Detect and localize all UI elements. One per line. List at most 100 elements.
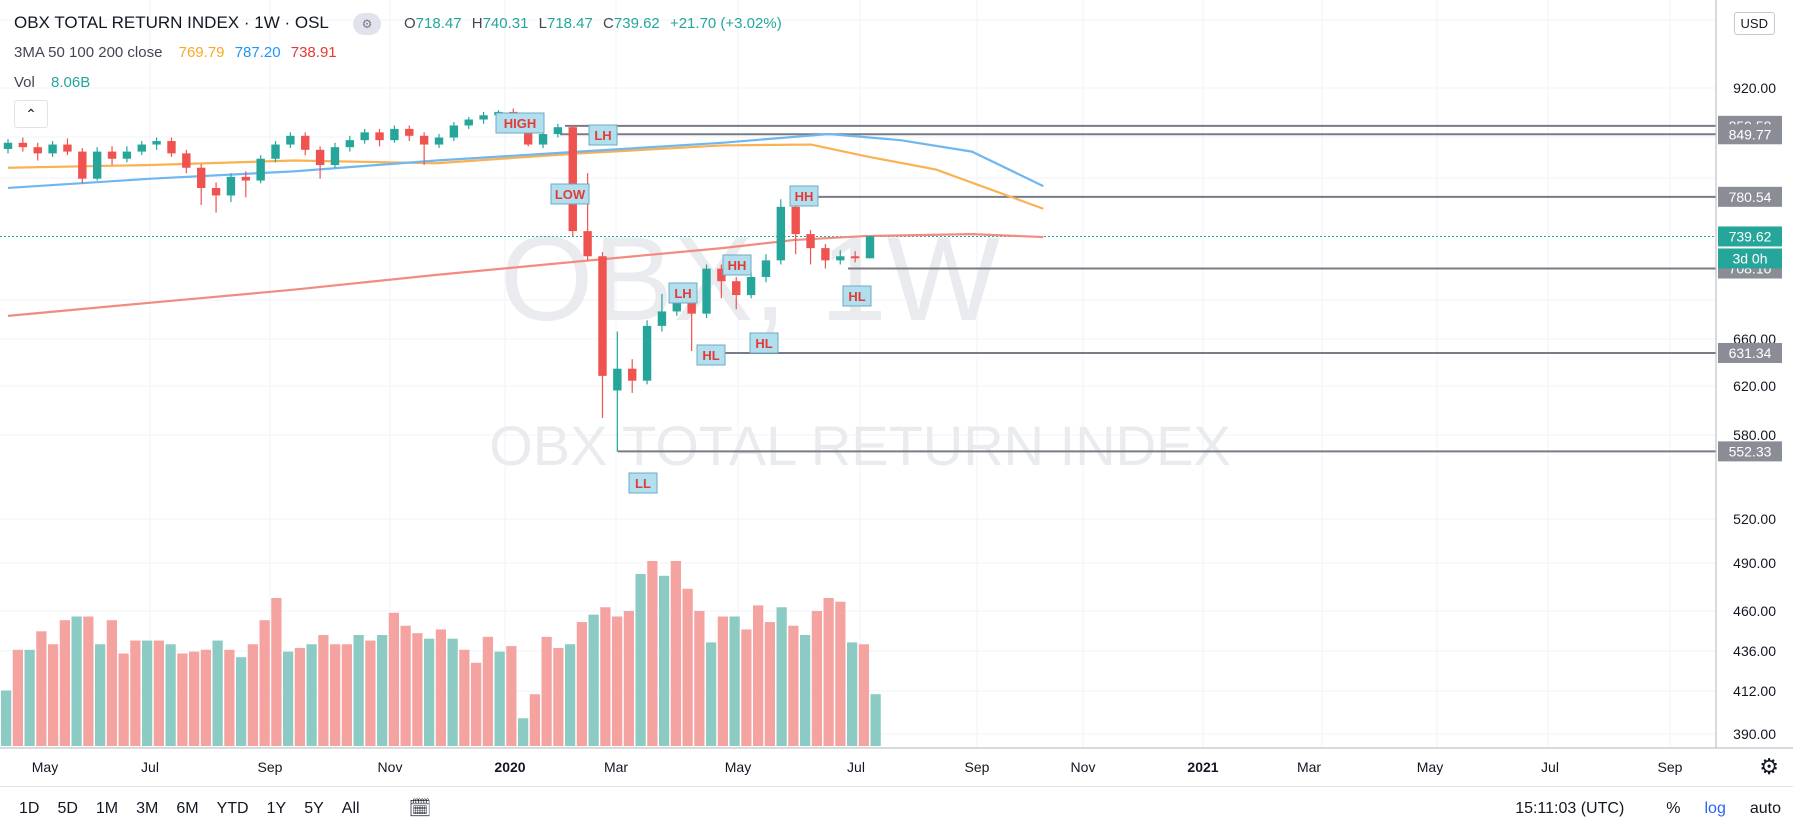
time-axis: May Jul Sep Nov 2020 Mar May Jul Sep Nov 2021 Mar Ma…	[0, 747, 1793, 775]
volume-bar	[776, 607, 787, 746]
annotation-box	[789, 185, 819, 207]
candle-body	[256, 158, 265, 181]
candle-body	[182, 153, 191, 168]
volume-label: Vol	[14, 74, 35, 91]
log-toggle[interactable]: log	[1704, 799, 1726, 817]
candle-body	[434, 137, 444, 145]
range-5d[interactable]: 5D	[57, 799, 78, 817]
candle-body	[850, 256, 860, 259]
candle-body	[48, 144, 57, 154]
ma-legend: 3MA 50 100 200 close 769.79 787.20 738.9…	[14, 44, 343, 61]
candle-body	[687, 302, 696, 314]
volume-bar	[588, 614, 599, 746]
time-tick: Nov	[1071, 759, 1096, 775]
volume-bar	[177, 653, 188, 746]
candle-body	[211, 187, 221, 196]
candle-body	[78, 151, 87, 179]
volume-bar	[48, 644, 59, 746]
volume-bar	[259, 620, 270, 746]
annotation-label: HH	[728, 258, 747, 273]
time-tick: Jul	[141, 759, 159, 775]
candle-body	[464, 119, 473, 126]
countdown-label: 3d 0h	[1732, 250, 1767, 266]
ma100-line	[7, 132, 1044, 190]
time-tick: Jul	[847, 759, 865, 775]
annotation-box	[495, 112, 545, 134]
volume-bar	[482, 636, 493, 746]
candle-body	[92, 151, 102, 179]
volume-bar	[365, 640, 376, 746]
volume-bar	[471, 662, 482, 746]
volume-bar	[706, 642, 717, 746]
time-tick: Sep	[1658, 759, 1683, 775]
change-value: +21.70 (+3.02%)	[669, 15, 782, 32]
range-1y[interactable]: 1Y	[266, 799, 287, 817]
volume-bar	[529, 694, 540, 746]
range-6m[interactable]: 6M	[176, 799, 199, 817]
volume-bar	[130, 640, 141, 746]
symbol-title: OBX TOTAL RETURN INDEX · 1W · OSL	[14, 13, 329, 32]
volume-bar	[71, 616, 82, 746]
candle-body	[18, 142, 28, 148]
volume-bar	[670, 561, 681, 746]
candle-body	[286, 135, 295, 145]
candle-body	[479, 115, 488, 120]
range-5y[interactable]: 5Y	[304, 799, 324, 817]
volume-value: 8.06B	[51, 74, 91, 91]
volume-bar	[541, 636, 552, 746]
range-3m[interactable]: 3M	[136, 799, 159, 817]
volume-bar	[576, 622, 587, 746]
candle-body	[538, 134, 548, 145]
ma200-line	[7, 232, 1044, 317]
volume-bar	[612, 616, 623, 746]
volume-bar	[435, 629, 446, 746]
volume-bar	[106, 620, 117, 746]
volume-bar	[24, 649, 35, 746]
grid	[0, 0, 1716, 748]
candle-body	[702, 268, 711, 314]
candle-body	[63, 144, 72, 152]
candle-body	[419, 135, 429, 145]
volume-bar	[424, 638, 435, 746]
candle-body	[241, 176, 250, 181]
volume-bar	[682, 588, 693, 746]
level-label-bg	[1718, 186, 1782, 207]
annotation-label: LH	[594, 128, 611, 143]
candles	[3, 108, 875, 452]
volume-bar	[741, 629, 752, 746]
calendar-icon[interactable]: 🗓	[408, 798, 432, 818]
volume-legend: Vol 8.06B	[14, 74, 96, 91]
candle-body	[598, 256, 607, 376]
level-label: 552.33	[1729, 443, 1772, 459]
candle-body	[33, 147, 42, 154]
annotation-label: HL	[755, 336, 772, 351]
time-axis-settings-button[interactable]: ⚙	[1759, 754, 1779, 780]
range-buttons: 1D 5D 1M 3M 6M YTD 1Y 5Y All	[10, 800, 369, 818]
moving-averages	[7, 132, 1044, 317]
range-ytd[interactable]: YTD	[216, 799, 249, 817]
volume-bar	[330, 644, 341, 746]
time-tick: Jul	[1541, 759, 1559, 775]
currency-badge[interactable]: USD	[1733, 12, 1775, 35]
time-tick: Mar	[604, 759, 628, 775]
range-1m[interactable]: 1M	[95, 799, 119, 817]
volume-bar	[753, 605, 764, 746]
candle-body	[717, 268, 726, 282]
range-all[interactable]: All	[341, 799, 360, 817]
volume-bar	[341, 644, 352, 746]
ma50-line	[7, 143, 1044, 210]
auto-toggle[interactable]: auto	[1749, 799, 1781, 817]
percent-toggle[interactable]: %	[1666, 799, 1681, 817]
volume-bar	[447, 638, 458, 746]
clock-time[interactable]: 15:11:03 (UTC)	[1515, 799, 1625, 817]
collapse-legend-button[interactable]: ⌃	[14, 100, 48, 128]
volume-bar	[764, 622, 775, 746]
volume-bar	[729, 616, 740, 746]
legend-settings-button[interactable]: ⚙	[353, 13, 381, 35]
volume-bar	[271, 598, 282, 746]
volume-bar	[59, 620, 70, 746]
range-1d[interactable]: 1D	[19, 799, 40, 817]
candle-body	[3, 142, 13, 149]
time-tick: May	[725, 759, 751, 775]
